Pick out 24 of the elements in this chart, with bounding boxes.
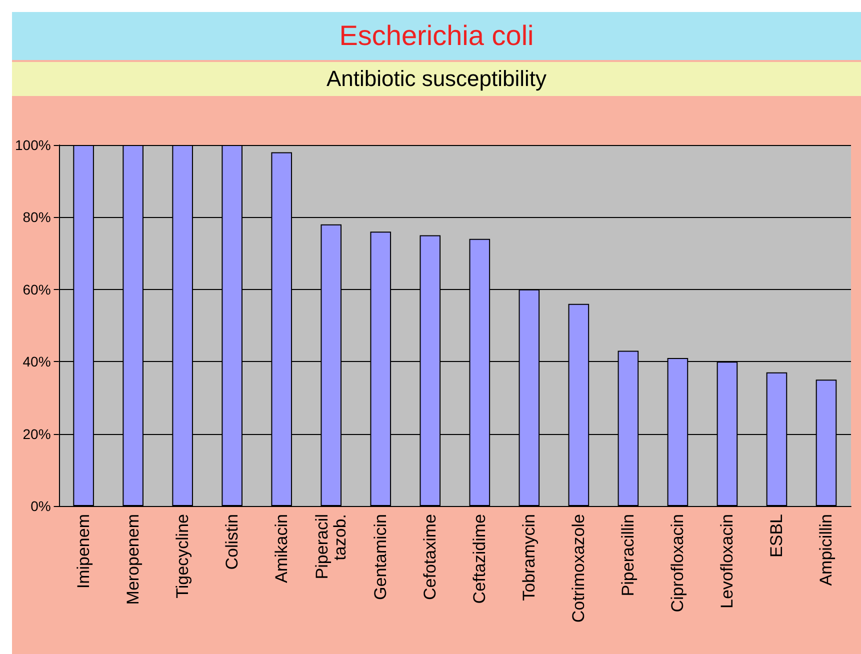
chart-title: Escherichia coli (12, 12, 861, 60)
y-tick-label: 20% (22, 426, 51, 442)
y-tick-label: 80% (22, 209, 51, 226)
x-tick-label: Tobramycin (520, 514, 539, 601)
x-tick-label: Cotrimoxazole (569, 514, 588, 623)
x-tick-label: Ciprofloxacin (668, 514, 688, 612)
x-tick-label: Amikacin (272, 514, 292, 583)
x-tick-label: ESBL (767, 514, 786, 558)
x-tick-label: Colistin (222, 514, 242, 570)
chart-subtitle: Antibiotic susceptibility (12, 62, 861, 96)
y-tick-label: 60% (22, 281, 51, 298)
x-tick-label: Tigecycline (173, 514, 192, 598)
y-tick-label: 0% (30, 498, 51, 514)
x-tick-label: Cefotaxime (420, 514, 440, 600)
x-tick-label: Meropenem (124, 514, 143, 605)
x-tick-label: Piperacil tazob. (312, 514, 350, 580)
x-tick-label: Imipenem (74, 514, 94, 589)
x-tick-label: Ampicillin (816, 514, 836, 586)
y-tick-label: 100% (14, 137, 51, 153)
x-tick-label: Levofloxacin (718, 514, 737, 609)
x-tick-label: Piperacillin (618, 514, 638, 596)
y-tick-label: 40% (22, 354, 51, 370)
x-tick-label: Ceftazidime (470, 514, 490, 604)
x-tick-label: Gentamicin (371, 514, 390, 600)
